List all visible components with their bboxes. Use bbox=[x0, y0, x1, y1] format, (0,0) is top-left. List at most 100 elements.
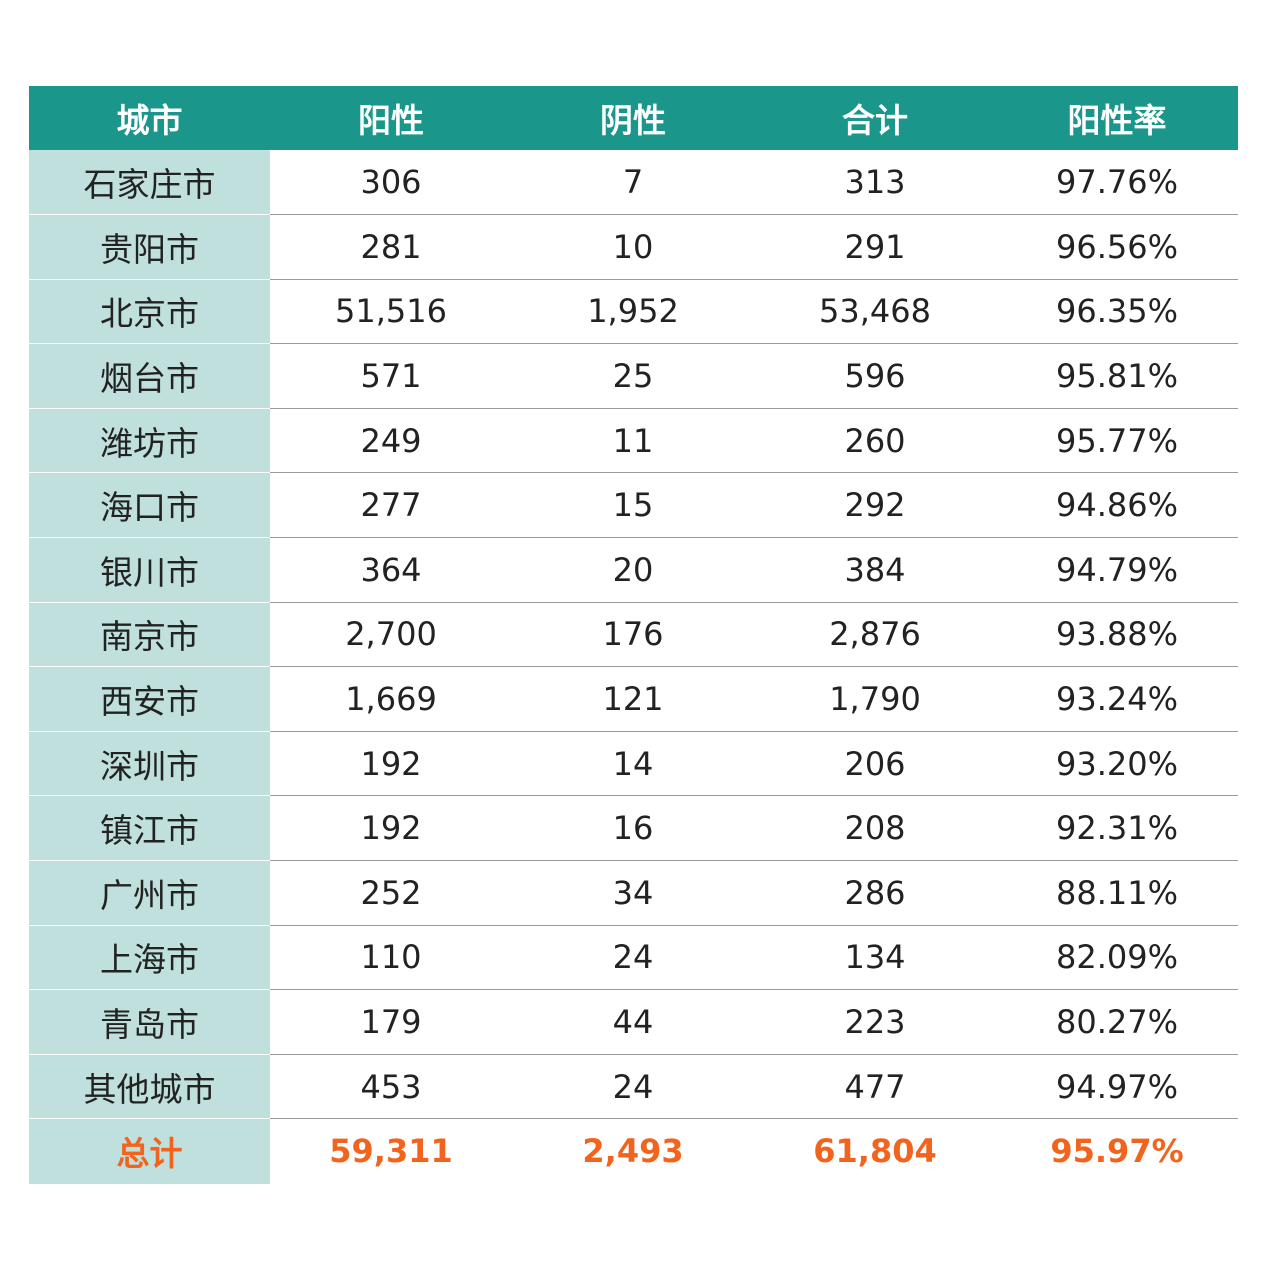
cell-negative: 10 bbox=[512, 214, 754, 280]
cell-positive-rate: 94.97% bbox=[996, 1054, 1238, 1120]
cell-positive-rate: 96.56% bbox=[996, 214, 1238, 280]
cell-total: 1,790 bbox=[754, 666, 996, 732]
cell-total: 291 bbox=[754, 214, 996, 280]
cell-city: 深圳市 bbox=[29, 731, 270, 797]
cell-total: 206 bbox=[754, 731, 996, 797]
cell-negative: 24 bbox=[512, 925, 754, 991]
cell-negative: 14 bbox=[512, 731, 754, 797]
cell-positive: 571 bbox=[270, 343, 512, 409]
cell-city: 其他城市 bbox=[29, 1054, 270, 1120]
cell-total: 134 bbox=[754, 925, 996, 991]
cell-city: 海口市 bbox=[29, 472, 270, 539]
cell-positive: 1,669 bbox=[270, 666, 512, 732]
cell-positive: 192 bbox=[270, 731, 512, 797]
cell-city: 广州市 bbox=[29, 860, 270, 926]
total-cell-total: 61,804 bbox=[813, 1132, 937, 1171]
table-row: 烟台市 571 25 596 95.81% bbox=[29, 343, 1238, 409]
cell-negative: 44 bbox=[512, 989, 754, 1055]
cell-positive-rate: 97.76% bbox=[996, 150, 1238, 216]
table-row: 其他城市 453 24 477 94.97% bbox=[29, 1054, 1238, 1120]
cell-city: 西安市 bbox=[29, 666, 270, 732]
cell-positive-rate: 93.88% bbox=[996, 602, 1238, 668]
cell-city: 银川市 bbox=[29, 537, 270, 603]
table-row: 镇江市 192 16 208 92.31% bbox=[29, 795, 1238, 862]
cell-total: 286 bbox=[754, 860, 996, 926]
cell-positive-rate: 93.20% bbox=[996, 731, 1238, 797]
cell-positive: 252 bbox=[270, 860, 512, 926]
table-row: 贵阳市 281 10 291 96.56% bbox=[29, 214, 1238, 280]
cell-positive: 364 bbox=[270, 537, 512, 603]
table-row: 北京市 51,516 1,952 53,468 96.35% bbox=[29, 279, 1238, 345]
cell-negative: 25 bbox=[512, 343, 754, 409]
cell-total: 596 bbox=[754, 343, 996, 409]
cell-positive: 51,516 bbox=[270, 279, 512, 345]
header-positive-rate: 阳性率 bbox=[1067, 101, 1167, 140]
cell-positive-rate: 80.27% bbox=[996, 989, 1238, 1055]
cell-city: 烟台市 bbox=[29, 343, 270, 409]
cell-total: 313 bbox=[754, 150, 996, 216]
cell-positive-rate: 95.81% bbox=[996, 343, 1238, 409]
cell-positive-rate: 95.77% bbox=[996, 408, 1238, 474]
cell-positive-rate: 96.35% bbox=[996, 279, 1238, 345]
table-row: 银川市 364 20 384 94.79% bbox=[29, 537, 1238, 603]
cell-city: 贵阳市 bbox=[29, 214, 270, 280]
header-city: 城市 bbox=[116, 101, 183, 140]
cell-negative: 24 bbox=[512, 1054, 754, 1120]
cell-positive: 249 bbox=[270, 408, 512, 474]
cell-negative: 15 bbox=[512, 472, 754, 539]
cell-total: 223 bbox=[754, 989, 996, 1055]
table-body: 石家庄市 306 7 313 97.76% 贵阳市 281 10 291 96.56% 北京市 51,… bbox=[29, 150, 1238, 1184]
cell-city: 青岛市 bbox=[29, 989, 270, 1055]
table-row: 西安市 1,669 121 1,790 93.24% bbox=[29, 666, 1238, 732]
table-row: 石家庄市 306 7 313 97.76% bbox=[29, 150, 1238, 216]
table-total-row: 总计 59,311 2,493 61,804 95.97% bbox=[29, 1118, 1238, 1184]
total-cell-city: 总计 bbox=[29, 1118, 270, 1184]
cell-total: 260 bbox=[754, 408, 996, 474]
city-positive-rate-table: 城市 阳性 阴性 合计 阳性率 石家庄市 306 7 313 97.76% 贵阳市 281 1… bbox=[29, 86, 1238, 1184]
cell-city: 北京市 bbox=[29, 279, 270, 345]
cell-positive-rate: 94.79% bbox=[996, 537, 1238, 603]
cell-positive-rate: 92.31% bbox=[996, 795, 1238, 862]
table-row: 潍坊市 249 11 260 95.77% bbox=[29, 408, 1238, 474]
cell-positive-rate: 88.11% bbox=[996, 860, 1238, 926]
cell-positive: 306 bbox=[270, 150, 512, 216]
cell-total: 208 bbox=[754, 795, 996, 862]
cell-city: 镇江市 bbox=[29, 795, 270, 862]
cell-positive: 110 bbox=[270, 925, 512, 991]
cell-negative: 1,952 bbox=[512, 279, 754, 345]
total-cell-positive: 59,311 bbox=[329, 1132, 453, 1171]
table-row: 广州市 252 34 286 88.11% bbox=[29, 860, 1238, 926]
cell-total: 477 bbox=[754, 1054, 996, 1120]
cell-negative: 121 bbox=[512, 666, 754, 732]
cell-city: 石家庄市 bbox=[29, 150, 270, 216]
cell-positive: 277 bbox=[270, 472, 512, 539]
cell-total: 384 bbox=[754, 537, 996, 603]
table-header-row: 城市 阳性 阴性 合计 阳性率 bbox=[29, 86, 1238, 150]
cell-negative: 176 bbox=[512, 602, 754, 668]
cell-negative: 20 bbox=[512, 537, 754, 603]
total-cell-positive-rate: 95.97% bbox=[1050, 1132, 1184, 1171]
total-cell-negative: 2,493 bbox=[582, 1132, 684, 1171]
cell-total: 53,468 bbox=[754, 279, 996, 345]
header-total: 合计 bbox=[842, 101, 908, 140]
data-table-container: 城市 阳性 阴性 合计 阳性率 石家庄市 306 7 313 97.76% 贵阳市 281 1… bbox=[29, 86, 1238, 1184]
cell-positive: 2,700 bbox=[270, 602, 512, 668]
cell-positive-rate: 82.09% bbox=[996, 925, 1238, 991]
cell-positive: 179 bbox=[270, 989, 512, 1055]
cell-total: 2,876 bbox=[754, 602, 996, 668]
cell-city: 南京市 bbox=[29, 602, 270, 668]
cell-positive: 281 bbox=[270, 214, 512, 280]
cell-negative: 7 bbox=[512, 150, 754, 216]
table-row: 南京市 2,700 176 2,876 93.88% bbox=[29, 602, 1238, 668]
cell-positive: 192 bbox=[270, 795, 512, 862]
header-negative: 阴性 bbox=[600, 101, 666, 140]
header-positive: 阳性 bbox=[358, 101, 424, 140]
cell-city: 上海市 bbox=[29, 925, 270, 991]
cell-negative: 34 bbox=[512, 860, 754, 926]
cell-positive: 453 bbox=[270, 1054, 512, 1120]
table-row: 上海市 110 24 134 82.09% bbox=[29, 925, 1238, 991]
cell-total: 292 bbox=[754, 472, 996, 539]
cell-positive-rate: 93.24% bbox=[996, 666, 1238, 732]
cell-positive-rate: 94.86% bbox=[996, 472, 1238, 539]
cell-city: 潍坊市 bbox=[29, 408, 270, 474]
